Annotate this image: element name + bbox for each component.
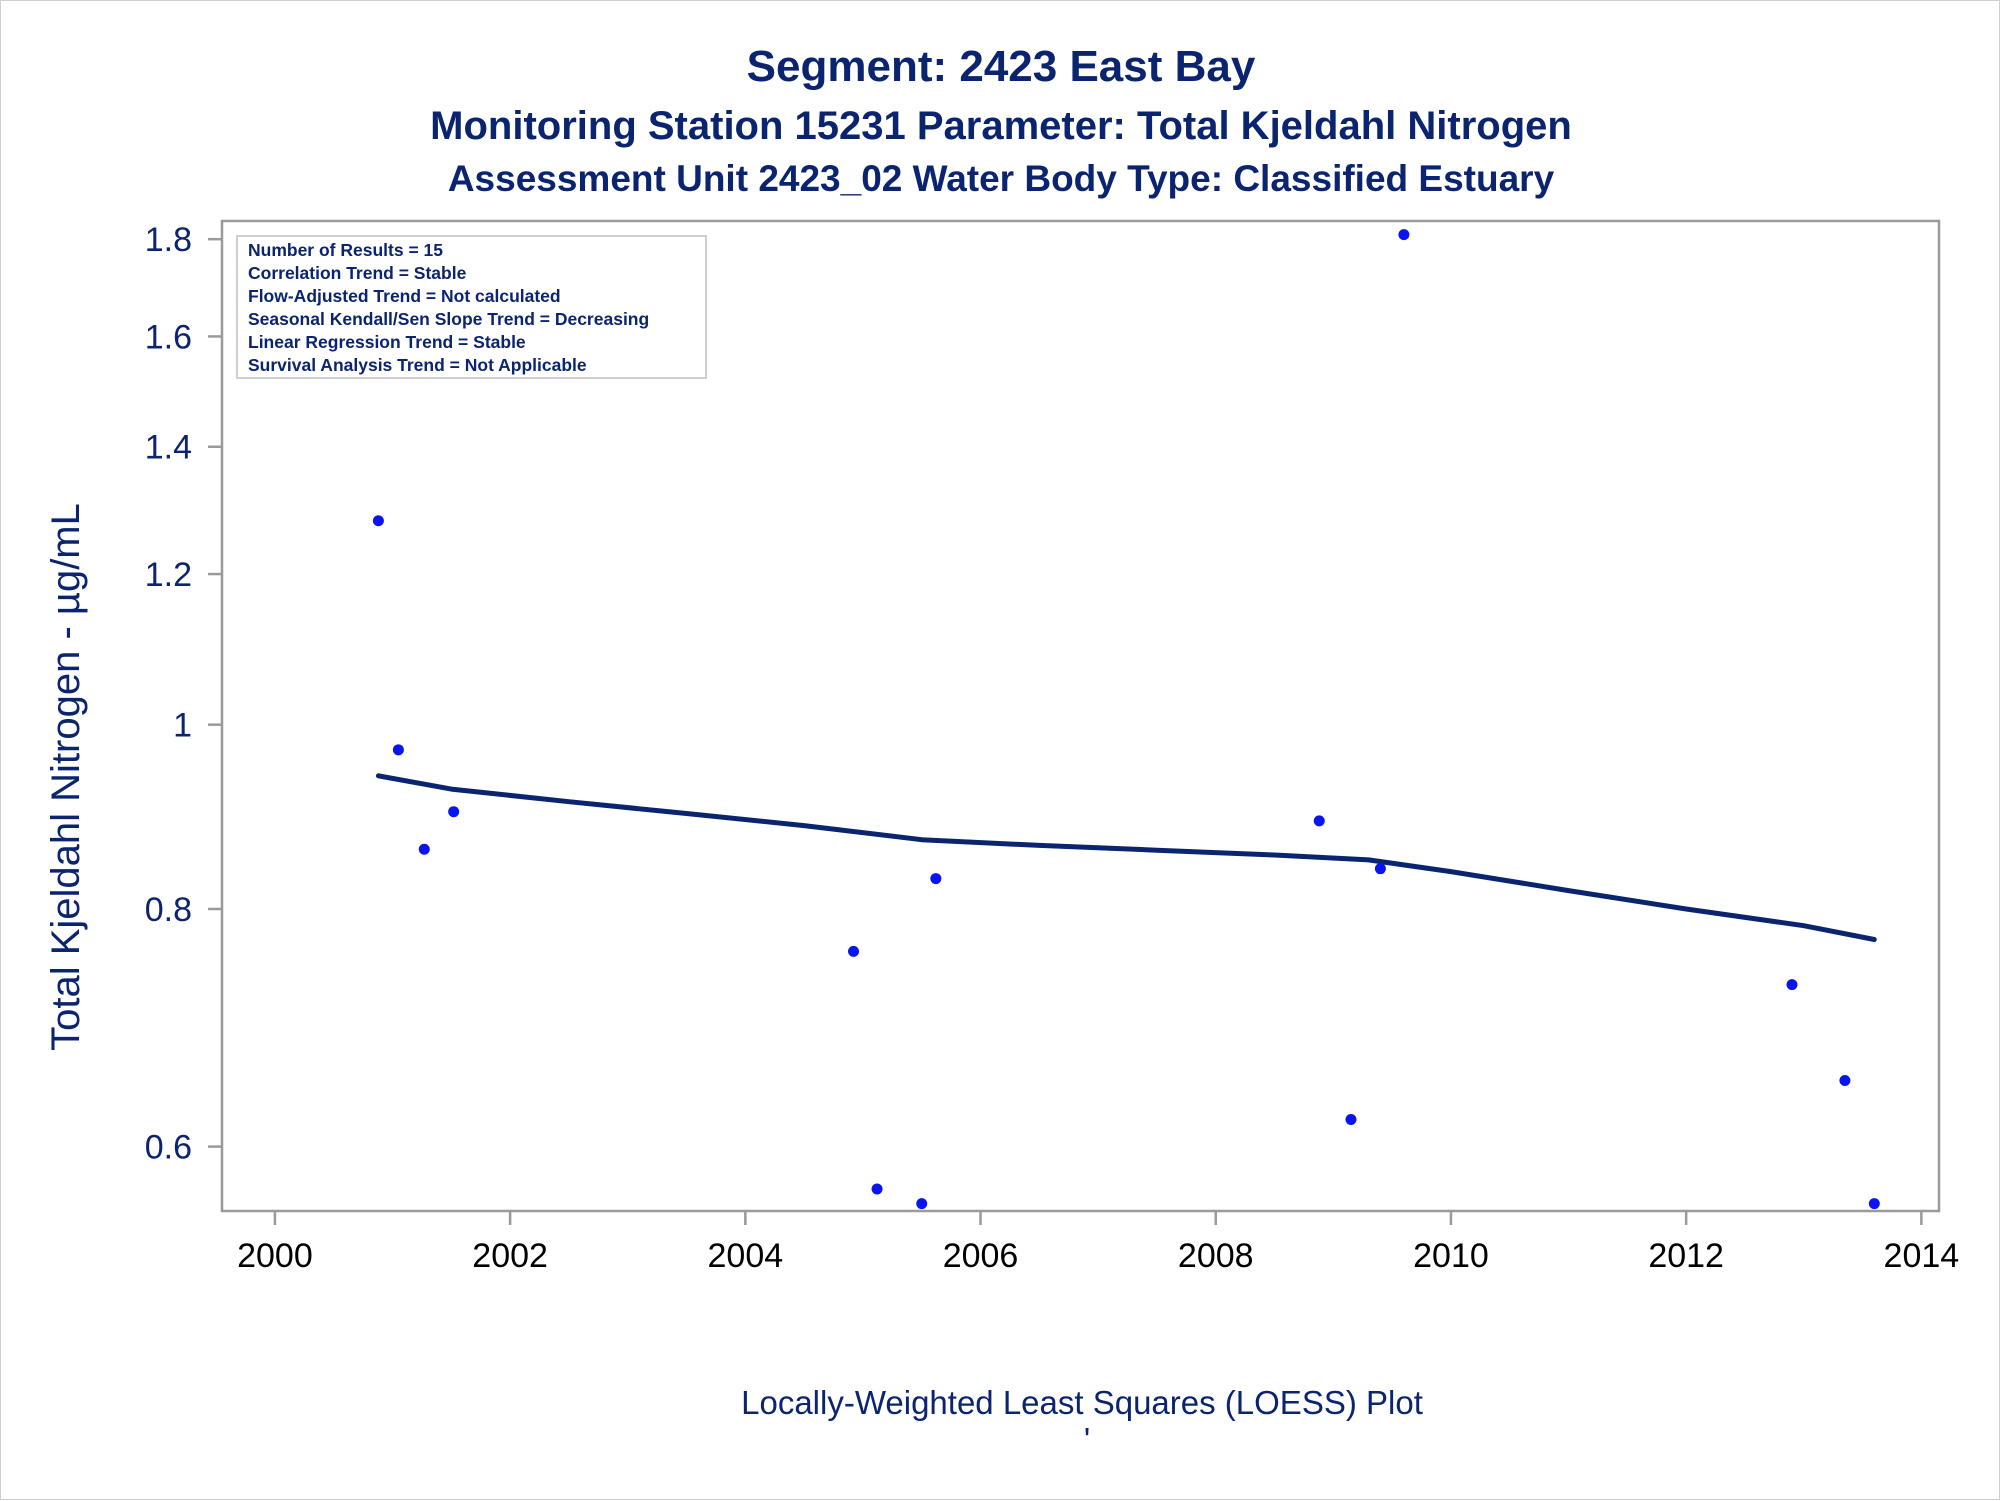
data-point (1345, 1114, 1356, 1125)
y-tick-label: 1.2 (145, 556, 192, 594)
data-point (930, 873, 941, 884)
stats-box: Number of Results = 15 Correlation Trend… (237, 236, 706, 378)
data-point (1839, 1075, 1850, 1086)
stats-line-correlation: Correlation Trend = Stable (248, 263, 467, 283)
chart-svg: Segment: 2423 East Bay Monitoring Statio… (1, 1, 2000, 1501)
y-axis-label: Total Kjeldahl Nitrogen - µg/mL (44, 503, 88, 1051)
data-point (1375, 863, 1386, 874)
footnote-mark: ' (1084, 1421, 1090, 1458)
x-tick-label: 2008 (1178, 1237, 1254, 1275)
data-point (1314, 815, 1325, 826)
y-tick-label: 0.6 (145, 1129, 192, 1167)
x-tick-label: 2010 (1413, 1237, 1489, 1275)
y-tick-label: 1 (173, 707, 192, 745)
stats-line-seasonal-kendall: Seasonal Kendall/Sen Slope Trend = Decre… (248, 309, 649, 329)
x-tick-label: 2000 (237, 1237, 313, 1275)
chart-frame: Segment: 2423 East Bay Monitoring Statio… (0, 0, 2000, 1500)
data-point (448, 806, 459, 817)
y-tick-label: 1.8 (145, 221, 192, 259)
data-point (916, 1198, 927, 1209)
data-point (872, 1183, 883, 1194)
data-point (1869, 1198, 1880, 1209)
chart-title: Segment: 2423 East Bay (747, 42, 1256, 91)
y-axis: 0.6 0.8 1 1.2 1.4 1.6 1.8 (145, 221, 222, 1166)
data-point (393, 744, 404, 755)
x-tick-label: 2004 (708, 1237, 784, 1275)
loess-trend-line (378, 776, 1874, 940)
stats-line-flow-adjusted: Flow-Adjusted Trend = Not calculated (248, 286, 561, 306)
x-tick-label: 2006 (943, 1237, 1019, 1275)
x-tick-label: 2012 (1648, 1237, 1724, 1275)
chart-footnote: Locally-Weighted Least Squares (LOESS) P… (741, 1384, 1423, 1421)
data-point (1398, 229, 1409, 240)
stats-line-linear-regression: Linear Regression Trend = Stable (248, 332, 526, 352)
data-point (848, 946, 859, 957)
data-point (419, 844, 430, 855)
stats-line-survival: Survival Analysis Trend = Not Applicable (248, 355, 587, 375)
chart-subtitle-2: Assessment Unit 2423_02 Water Body Type:… (448, 158, 1555, 199)
data-point (373, 515, 384, 526)
x-axis: 2000 2002 2004 2006 2008 2010 2012 2014 (237, 1211, 1959, 1275)
chart-subtitle: Monitoring Station 15231 Parameter: Tota… (430, 104, 1572, 148)
y-tick-label: 1.4 (145, 429, 192, 467)
y-tick-label: 1.6 (145, 318, 192, 356)
data-point (1786, 979, 1797, 990)
stats-line-results: Number of Results = 15 (248, 240, 443, 260)
y-tick-label: 0.8 (145, 891, 192, 929)
x-tick-label: 2002 (472, 1237, 548, 1275)
x-tick-label: 2014 (1884, 1237, 1960, 1275)
